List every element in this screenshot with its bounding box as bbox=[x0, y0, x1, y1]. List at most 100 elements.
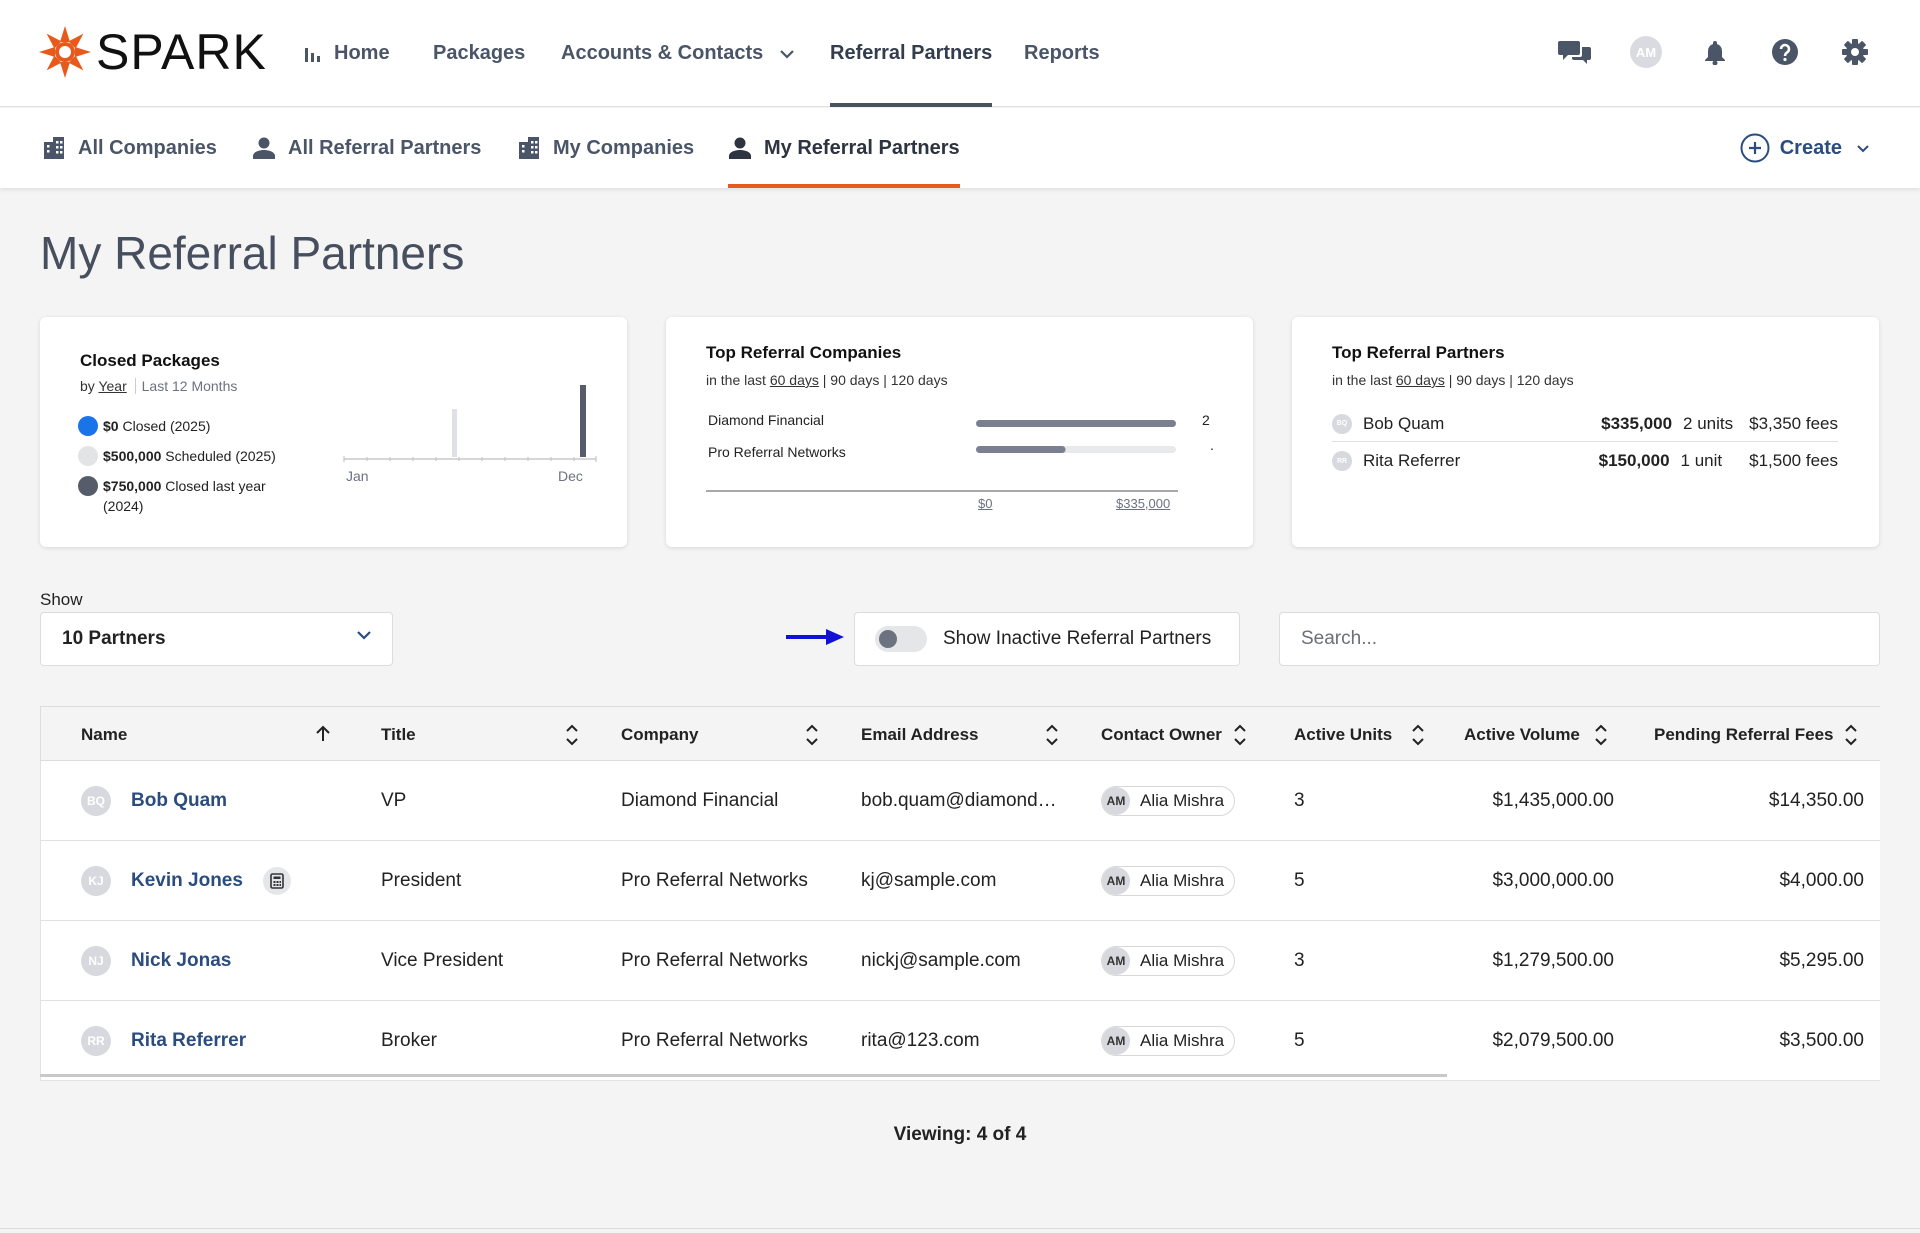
partner-avatar: BQ bbox=[1332, 413, 1352, 434]
building-icon bbox=[519, 137, 539, 159]
legend-scheduled-text: Scheduled (2025) bbox=[165, 448, 276, 464]
companies-axis-min: $0 bbox=[978, 496, 993, 511]
chevron-down-icon bbox=[780, 49, 795, 59]
settings-button[interactable] bbox=[1837, 34, 1873, 70]
closed-packages-chart bbox=[343, 385, 597, 462]
nav-home[interactable]: Home bbox=[304, 0, 390, 107]
last-12-months-link[interactable]: Last 12 Months bbox=[134, 378, 238, 394]
column-header-pending-fees[interactable]: Pending Referral Fees bbox=[1654, 707, 1874, 762]
companies-axis-line bbox=[706, 490, 1178, 492]
show-inactive-toggle[interactable]: Show Inactive Referral Partners bbox=[854, 612, 1240, 666]
legend-scheduled-amount: $500,000 bbox=[103, 448, 162, 464]
active-volume-cell: $3,000,000.00 bbox=[1492, 869, 1614, 891]
create-button[interactable]: Create bbox=[1740, 108, 1870, 188]
owner-chip: AM Alia Mishra bbox=[1101, 1025, 1236, 1056]
email-cell: rita@123.com bbox=[861, 1029, 980, 1051]
column-header-active-volume[interactable]: Active Volume bbox=[1464, 707, 1614, 762]
partner-name-link[interactable]: Kevin Jones bbox=[131, 869, 243, 891]
closed-packages-card: Closed Packages by Year Last 12 Months $… bbox=[40, 317, 627, 547]
partner-units: 2 units bbox=[1683, 413, 1734, 433]
owner-chip: AM Alia Mishra bbox=[1101, 865, 1236, 896]
notifications-button[interactable] bbox=[1698, 34, 1732, 70]
column-header-label: Pending Referral Fees bbox=[1654, 724, 1834, 744]
sort-icon bbox=[1595, 724, 1607, 746]
partner-name-link[interactable]: Rita Referrer bbox=[131, 1029, 247, 1051]
title-cell: President bbox=[381, 869, 462, 891]
owner-avatar: AM bbox=[1102, 946, 1130, 975]
active-units-cell: 5 bbox=[1294, 869, 1305, 891]
title-cell: VP bbox=[381, 789, 407, 811]
sort-icon bbox=[1234, 724, 1246, 746]
top-partner-row[interactable]: RR Rita Referrer $150,000 1 unit $1,500 … bbox=[1332, 443, 1838, 479]
range-60-days-link[interactable]: 60 days bbox=[1395, 372, 1445, 388]
nav-packages[interactable]: Packages bbox=[433, 0, 525, 107]
avatar: RR bbox=[81, 1025, 111, 1056]
chat-button[interactable] bbox=[1555, 34, 1595, 70]
column-header-company[interactable]: Company bbox=[621, 707, 861, 762]
table-row[interactable]: BQ Bob Quam VP Diamond Financial bob.qua… bbox=[40, 761, 1880, 841]
top-companies-range: in the last 60 days | 90 days | 120 days bbox=[706, 372, 948, 388]
company-bar bbox=[976, 420, 1176, 427]
sort-icon bbox=[566, 724, 578, 746]
calculator-button[interactable] bbox=[262, 866, 291, 895]
pending-fees-cell: $4,000.00 bbox=[1779, 869, 1864, 891]
tab-all-referral-partners[interactable]: All Referral Partners bbox=[252, 108, 481, 188]
top-partner-row[interactable]: BQ Bob Quam $335,000 2 units $3,350 fees bbox=[1332, 406, 1838, 442]
search-input[interactable] bbox=[1279, 612, 1880, 666]
toggle-knob bbox=[879, 630, 897, 648]
column-header-label: Active Volume bbox=[1464, 724, 1580, 744]
gear-icon bbox=[1842, 39, 1868, 65]
nav-accounts-contacts[interactable]: Accounts & Contacts bbox=[561, 0, 795, 107]
active-volume-cell: $1,435,000.00 bbox=[1492, 789, 1614, 811]
nav-referral-partners[interactable]: Referral Partners bbox=[830, 0, 993, 107]
column-header-contact-owner[interactable]: Contact Owner bbox=[1101, 707, 1281, 762]
sort-ascending-icon bbox=[316, 725, 330, 741]
partner-name-link[interactable]: Nick Jonas bbox=[131, 949, 232, 971]
chevron-down-icon bbox=[1857, 144, 1869, 152]
table-row[interactable]: KJ Kevin Jones President Pro Referral Ne… bbox=[40, 841, 1880, 921]
range-prefix: in the last bbox=[1332, 372, 1392, 388]
horizontal-scrollbar[interactable] bbox=[40, 1074, 1447, 1077]
range-prefix: in the last bbox=[706, 372, 766, 388]
legend-closed-amount: $0 bbox=[103, 418, 119, 434]
owner-cell: AM Alia Mishra bbox=[1101, 761, 1236, 840]
show-count-select[interactable]: 10 Partners bbox=[40, 612, 393, 666]
toggle-switch[interactable] bbox=[875, 626, 927, 652]
user-avatar-initials: AM bbox=[1630, 36, 1662, 68]
range-60-days-link[interactable]: 60 days bbox=[769, 372, 819, 388]
sort-icon bbox=[1845, 724, 1857, 746]
range-other-options[interactable]: | 90 days | 120 days bbox=[822, 372, 948, 388]
table-row[interactable]: NJ Nick Jonas Vice President Pro Referra… bbox=[40, 921, 1880, 1001]
title-cell: Broker bbox=[381, 1029, 437, 1051]
column-header-email[interactable]: Email Address bbox=[861, 707, 1101, 762]
owner-cell: AM Alia Mishra bbox=[1101, 841, 1236, 920]
owner-chip: AM Alia Mishra bbox=[1101, 785, 1236, 816]
help-button[interactable] bbox=[1767, 34, 1803, 70]
nav-reports[interactable]: Reports bbox=[1024, 0, 1100, 107]
legend-dot-scheduled bbox=[78, 446, 98, 466]
column-header-label: Title bbox=[381, 724, 416, 744]
table-row[interactable]: RR Rita Referrer Broker Pro Referral Net… bbox=[40, 1001, 1880, 1081]
tab-all-referral-partners-label: All Referral Partners bbox=[288, 136, 482, 159]
avatar: KJ bbox=[81, 865, 111, 896]
year-link[interactable]: Year bbox=[98, 378, 127, 394]
partner-name-link[interactable]: Bob Quam bbox=[131, 789, 228, 811]
footer-divider bbox=[0, 1228, 1920, 1229]
nav-reports-label: Reports bbox=[1024, 42, 1100, 64]
range-other-options[interactable]: | 90 days | 120 days bbox=[1448, 372, 1574, 388]
owner-avatar: AM bbox=[1102, 1026, 1130, 1055]
partners-table: Name Title Company Email Address Contact… bbox=[40, 706, 1880, 1081]
top-partners-title: Top Referral Partners bbox=[1332, 343, 1505, 362]
column-header-active-units[interactable]: Active Units bbox=[1294, 707, 1424, 762]
column-header-name[interactable]: Name bbox=[81, 707, 333, 762]
tab-my-companies[interactable]: My Companies bbox=[517, 108, 694, 188]
user-avatar[interactable]: AM bbox=[1628, 34, 1664, 70]
top-navigation: SPARK Home Packages Accounts & Contacts … bbox=[0, 0, 1920, 107]
tab-my-referral-partners[interactable]: My Referral Partners bbox=[728, 108, 960, 188]
owner-avatar: AM bbox=[1102, 786, 1130, 815]
column-header-title[interactable]: Title bbox=[381, 707, 621, 762]
tab-my-companies-label: My Companies bbox=[553, 136, 695, 159]
tab-all-companies[interactable]: All Companies bbox=[42, 108, 217, 188]
legend-last-year: $750,000 Closed last year (2024) bbox=[78, 476, 298, 516]
spark-logo[interactable]: SPARK bbox=[38, 22, 267, 82]
